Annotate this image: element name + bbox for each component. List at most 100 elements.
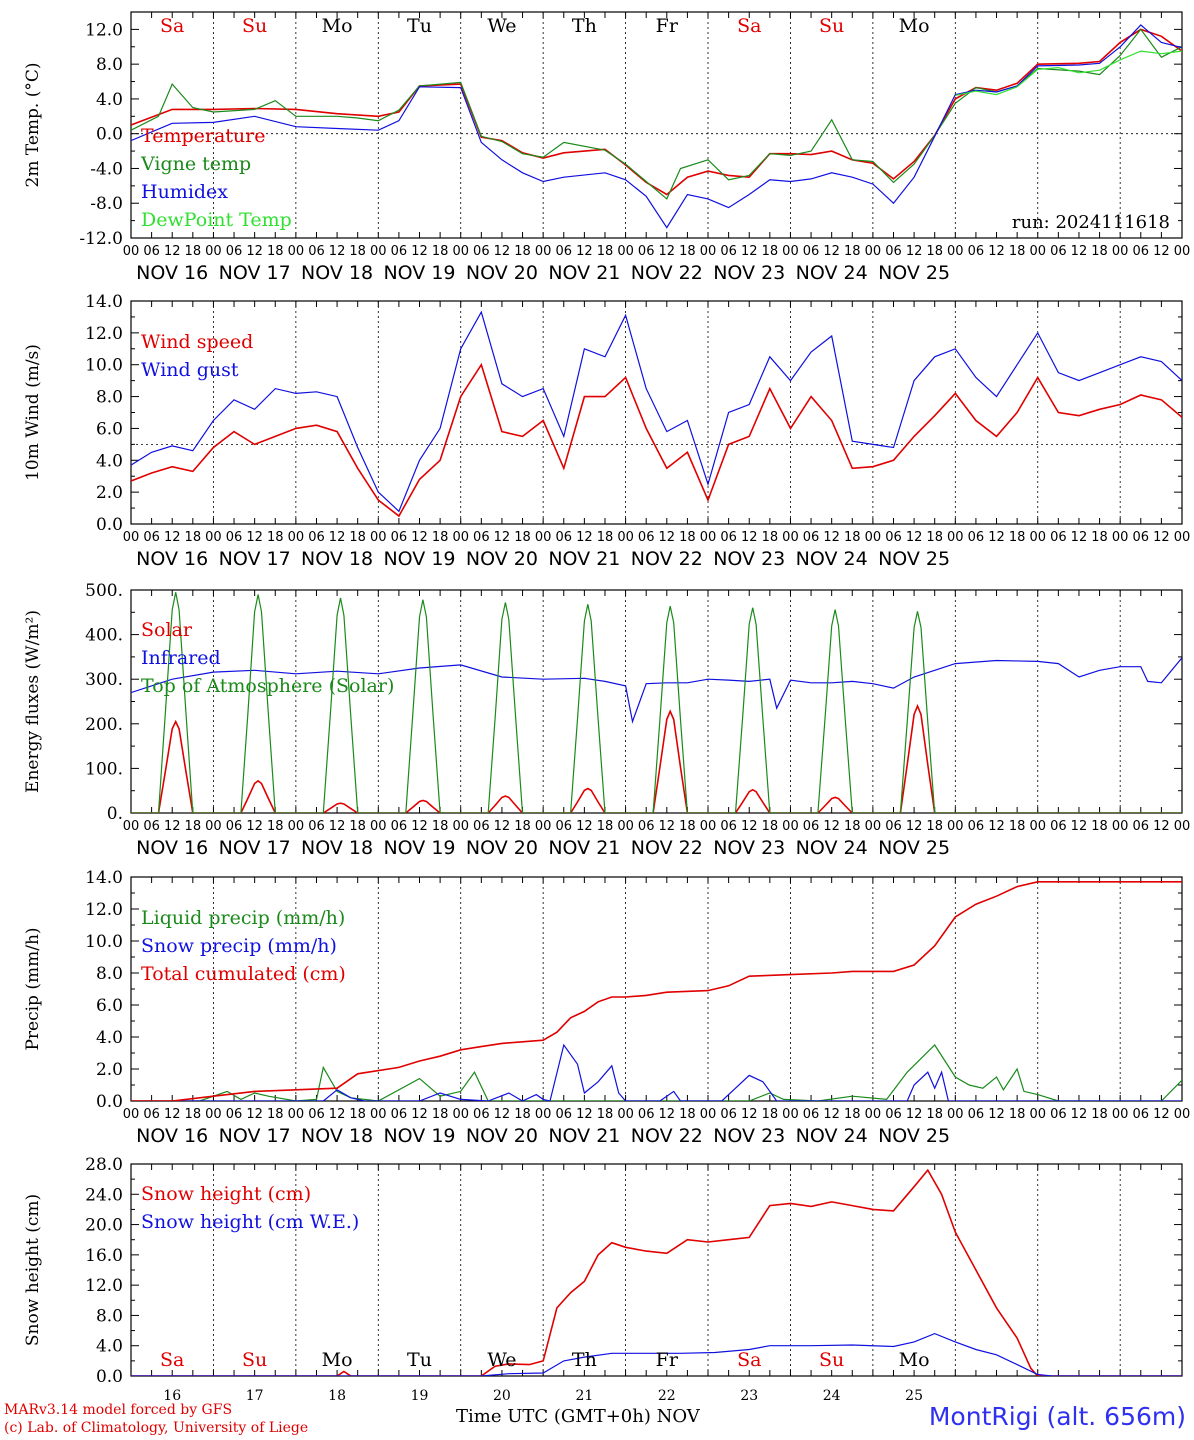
hour-tick-label: 12 (411, 1107, 428, 1122)
hour-tick-label: 06 (308, 530, 325, 545)
panel-frame (130, 300, 1183, 525)
hour-tick-label: 06 (473, 244, 490, 259)
hour-tick-label: 00 (1112, 530, 1129, 545)
hour-tick-label: 18 (597, 1107, 614, 1122)
day-of-week-label: Sa (160, 1349, 184, 1371)
hour-tick-label: 12 (823, 819, 840, 834)
hour-tick-label: 18 (267, 819, 284, 834)
hour-tick-label: 18 (1091, 1107, 1108, 1122)
panel-5: 0.0 4.0 8.0 12.0 16.0 20.0 24.0 28.0 Snow height… (23, 1155, 1183, 1387)
hour-tick-label: 12 (246, 244, 263, 259)
hour-tick-label: 12 (494, 1107, 511, 1122)
day-of-week-label: Su (242, 1349, 267, 1371)
hour-tick-label: 00 (1112, 1107, 1129, 1122)
y-tick-label: 12.0 (85, 1276, 123, 1296)
hour-tick-label: 00 (947, 530, 964, 545)
hour-tick-label: 06 (555, 819, 572, 834)
hour-tick-label: 00 (452, 819, 469, 834)
y-tick-label: 14.0 (85, 868, 123, 888)
hour-tick-label: 18 (1009, 1107, 1026, 1122)
hour-tick-label: 18 (762, 244, 779, 259)
hour-tick-label: 18 (432, 819, 449, 834)
hour-tick-label: 18 (267, 530, 284, 545)
hour-tick-label: 06 (1133, 530, 1150, 545)
hour-tick-label: 12 (246, 1107, 263, 1122)
hour-tick-label: 18 (185, 244, 202, 259)
hour-tick-label: 00 (452, 1107, 469, 1122)
date-label: NOV 17 (219, 262, 291, 284)
hour-tick-label: 00 (1112, 244, 1129, 259)
hour-tick-label: 06 (555, 530, 572, 545)
hour-tick-label: 18 (1009, 530, 1026, 545)
hour-tick-label: 00 (535, 819, 552, 834)
hour-tick-label: 18 (267, 244, 284, 259)
day-of-week-label: Su (819, 15, 844, 37)
hour-tick-label: 00 (205, 1107, 222, 1122)
hour-tick-label: 18 (597, 244, 614, 259)
hour-tick-label: 00 (617, 1107, 634, 1122)
date-label: NOV 18 (301, 262, 373, 284)
hour-tick-label: 06 (473, 530, 490, 545)
hour-tick-label: 00 (1029, 1107, 1046, 1122)
y-tick-label: 8.0 (96, 55, 123, 75)
hour-tick-label: 00 (288, 244, 305, 259)
y-tick-label: 12.0 (85, 900, 123, 920)
hour-tick-label: 06 (143, 819, 160, 834)
hour-tick-label: 00 (452, 244, 469, 259)
run-label: run: 2024111618 (1012, 212, 1170, 233)
hour-tick-label: 18 (844, 1107, 861, 1122)
hour-tick-label: 00 (947, 1107, 964, 1122)
date-label: NOV 22 (631, 837, 703, 859)
hour-tick-label: 06 (555, 1107, 572, 1122)
hour-tick-label: 06 (1133, 244, 1150, 259)
y-tick-label: 8.0 (96, 964, 123, 984)
series-line-dewpoint-temp (955, 50, 1182, 96)
legend-entry: Liquid precip (mm/h) (141, 907, 345, 929)
hour-tick-label: 06 (308, 1107, 325, 1122)
hour-tick-label: 00 (123, 1107, 140, 1122)
hour-tick-label: 18 (1009, 819, 1026, 834)
hour-tick-label: 18 (514, 244, 531, 259)
date-label: NOV 23 (713, 548, 785, 570)
hour-tick-label: 12 (1071, 819, 1088, 834)
date-label: NOV 20 (466, 1125, 538, 1147)
hour-tick-label: 18 (926, 1107, 943, 1122)
hour-tick-label: 12 (659, 819, 676, 834)
y-axis-label: Energy fluxes (W/m²) (23, 610, 43, 793)
hour-tick-label: 18 (185, 1107, 202, 1122)
hour-tick-label: 18 (267, 1107, 284, 1122)
hour-tick-label: 06 (720, 244, 737, 259)
hour-tick-label: 18 (679, 819, 696, 834)
hour-tick-label: 06 (720, 1107, 737, 1122)
hour-tick-label: 18 (926, 819, 943, 834)
hour-tick-label: 18 (185, 530, 202, 545)
hour-tick-label: 12 (164, 1107, 181, 1122)
hour-tick-label: 06 (391, 530, 408, 545)
y-tick-label: 300. (85, 670, 123, 690)
hour-tick-label: 06 (308, 244, 325, 259)
hour-tick-label: 06 (143, 244, 160, 259)
hour-tick-label: 06 (803, 819, 820, 834)
date-label: NOV 21 (548, 548, 620, 570)
hour-tick-label: 18 (349, 244, 366, 259)
hour-tick-label: 00 (452, 530, 469, 545)
hour-tick-label: 12 (659, 530, 676, 545)
legend-entry: Snow precip (mm/h) (141, 935, 337, 957)
hour-tick-label: 12 (411, 530, 428, 545)
legend-entry: Vigne temp (140, 153, 251, 175)
day-number-label: 19 (411, 1388, 429, 1404)
y-tick-label: -12.0 (79, 229, 123, 249)
day-of-week-label: Mo (322, 15, 353, 37)
day-number-label: 17 (246, 1388, 264, 1404)
hour-tick-label: 06 (885, 530, 902, 545)
hour-tick-label: 12 (988, 244, 1005, 259)
hour-tick-label: 00 (782, 244, 799, 259)
hour-tick-label: 00 (947, 244, 964, 259)
hour-tick-label: 00 (205, 530, 222, 545)
y-tick-label: 4.0 (96, 1028, 123, 1048)
date-label: NOV 22 (631, 548, 703, 570)
hour-tick-label: 12 (164, 819, 181, 834)
series-line-solar (131, 703, 1182, 813)
series-line-temperature (131, 28, 1182, 196)
lab-credit: (c) Lab. of Climatology, University of L… (4, 1420, 309, 1436)
